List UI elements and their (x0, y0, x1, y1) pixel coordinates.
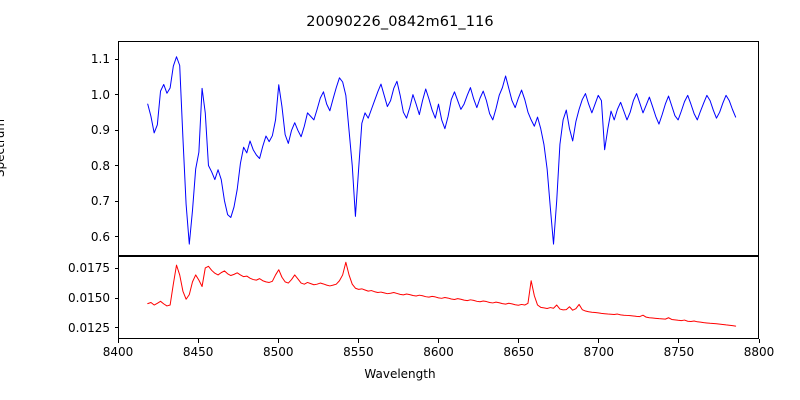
error-y-tick-label: 0.0125 (68, 320, 110, 335)
spectrum-y-tick-label: 0.8 (90, 158, 110, 173)
x-tick-mark (518, 339, 520, 343)
spectrum-y-tick-label: 0.9 (90, 123, 110, 138)
x-tick-label: 8650 (503, 345, 534, 359)
spectrum-plot-area (119, 42, 758, 255)
x-tick-label: 8700 (583, 345, 615, 359)
x-tick-label: 8500 (262, 345, 294, 359)
spectrum-y-tick-mark (114, 236, 118, 238)
spectrum-y-tick-mark (114, 165, 118, 167)
x-tick-label: 8750 (663, 345, 695, 359)
error-y-tick-mark (114, 267, 118, 270)
x-tick-label: 8400 (102, 345, 134, 359)
error-line (148, 262, 736, 326)
spectrum-panel (118, 41, 759, 256)
x-tick-mark (678, 339, 680, 343)
spectrum-y-tick-mark (114, 58, 118, 60)
x-tick-mark (277, 339, 279, 343)
error-y-tick-mark (114, 297, 118, 299)
spectrum-y-tick-label: 1.1 (90, 52, 110, 67)
spectrum-axis-label: Spectrum (0, 118, 7, 178)
x-tick-mark (438, 339, 440, 343)
error-plot-area (119, 257, 758, 338)
x-tick-mark (598, 339, 600, 343)
spectrum-y-tick-label: 1.0 (90, 87, 110, 102)
spectrum-y-tick-label: 0.7 (90, 194, 110, 209)
x-tick-label: 8600 (423, 345, 454, 359)
x-axis-label: Wavelength (364, 367, 436, 381)
error-panel (118, 256, 759, 339)
error-y-tick-mark (114, 327, 118, 329)
error-y-tick-label: 0.0175 (68, 261, 110, 276)
spectrum-y-tick-mark (114, 94, 118, 96)
x-tick-mark (357, 339, 359, 343)
error-y-tick-label: 0.0150 (68, 291, 110, 306)
spectrum-y-tick-mark (114, 200, 118, 202)
x-tick-label: 8450 (182, 345, 214, 359)
x-tick-mark (758, 339, 760, 343)
spectrum-line (148, 57, 736, 244)
x-tick-mark (117, 339, 119, 343)
chart-title: 20090226_0842m61_116 (306, 14, 494, 30)
spectrum-y-tick-label: 0.6 (90, 229, 110, 244)
x-tick-label: 8550 (343, 345, 374, 359)
spectrum-y-tick-mark (114, 129, 118, 131)
x-tick-label: 8800 (743, 345, 775, 359)
x-tick-mark (197, 339, 199, 343)
